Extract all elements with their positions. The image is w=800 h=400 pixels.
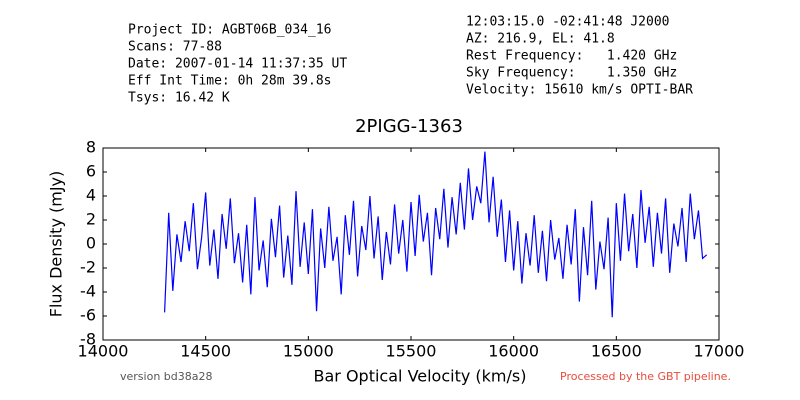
info-line: Tsys: 16.42 K [128, 91, 230, 106]
x-tick-label: 16500 [591, 342, 642, 361]
x-tick-label: 16000 [488, 342, 539, 361]
y-tick-label: 6 [86, 162, 96, 181]
x-tick-label: 14500 [180, 342, 231, 361]
info-line: 12:03:15.0 -02:41:48 J2000 [466, 15, 670, 30]
spectrum-line [164, 151, 708, 318]
y-tick-label: 0 [86, 234, 96, 253]
y-axis-label: Flux Density (mJy) [47, 171, 66, 318]
chart-title: 2PIGG-1363 [355, 116, 463, 137]
info-line: Eff Int Time: 0h 28m 39.8s [128, 74, 332, 89]
info-line: AZ: 216.9, EL: 41.8 [466, 32, 615, 47]
info-line: Project ID: AGBT06B_034_16 [128, 23, 332, 38]
y-tick-label: 2 [86, 210, 96, 229]
x-tick-label: 14000 [78, 342, 129, 361]
info-line: Rest Frequency: 1.420 GHz [466, 49, 677, 64]
y-tick-label: -2 [80, 258, 96, 277]
y-tick-label: 8 [86, 138, 96, 157]
y-tick-label: -4 [80, 282, 96, 301]
y-tick-label: 4 [86, 186, 96, 205]
info-line: Sky Frequency: 1.350 GHz [466, 66, 677, 81]
x-tick-label: 17000 [694, 342, 745, 361]
info-line: Scans: 77-88 [128, 40, 222, 55]
x-axis-label: Bar Optical Velocity (km/s) [314, 367, 527, 386]
info-line: Velocity: 15610 km/s OPTI-BAR [466, 83, 693, 98]
x-tick-label: 15000 [283, 342, 334, 361]
x-tick-label: 15500 [386, 342, 437, 361]
info-line: Date: 2007-01-14 11:37:35 UT [128, 57, 347, 72]
y-tick-label: -6 [80, 306, 96, 325]
version-label: version bd38a28 [120, 370, 213, 383]
y-tick-label: -8 [80, 330, 96, 349]
credit-label: Processed by the GBT pipeline. [560, 370, 731, 383]
